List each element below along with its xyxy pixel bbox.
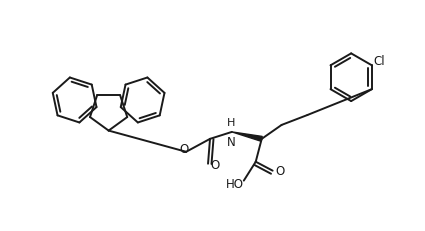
Text: H: H	[227, 117, 235, 127]
Text: O: O	[179, 143, 189, 156]
Text: Cl: Cl	[374, 55, 385, 68]
Text: N: N	[227, 135, 235, 148]
Text: HO: HO	[226, 177, 244, 190]
Text: O: O	[275, 164, 284, 177]
Polygon shape	[232, 132, 262, 142]
Text: O: O	[210, 158, 220, 171]
